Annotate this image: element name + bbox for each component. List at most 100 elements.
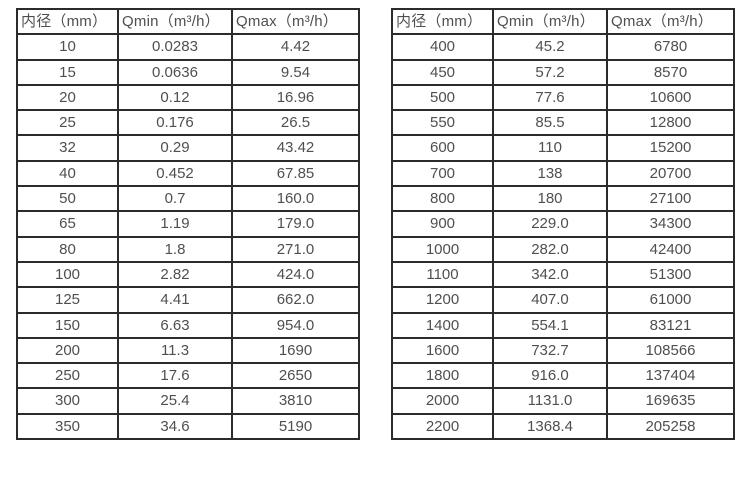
table-cell: 282.0 (492, 235, 608, 263)
table-cell: 500 (391, 83, 494, 112)
table-row: 900 229.0 34300 (391, 210, 735, 238)
table-cell: 27100 (606, 185, 735, 213)
table-row: 200 11.3 1690 (16, 336, 360, 365)
table-cell: 1368.4 (492, 412, 608, 441)
table-row: 32 0.29 43.42 (16, 134, 360, 162)
table-cell: 0.452 (117, 159, 233, 188)
header-row: 内径（mm） Qmin（m³/h） Qmax（m³/h） (16, 7, 360, 36)
table-row: 20 0.12 16.96 (16, 83, 360, 112)
table-cell: 2.82 (117, 260, 233, 289)
table-row: 250 17.6 2650 (16, 362, 360, 390)
table-cell: 137404 (606, 362, 735, 390)
table-row: 2000 1131.0 169635 (391, 387, 735, 415)
table-cell: 2000 (391, 387, 494, 415)
table-cell: 3810 (231, 387, 360, 415)
table-cell: 32 (16, 134, 119, 162)
table-cell: 916.0 (492, 362, 608, 390)
column-header: Qmin（m³/h） (117, 7, 233, 36)
table-cell: 2200 (391, 412, 494, 441)
table-cell: 300 (16, 387, 119, 415)
table-cell: 550 (391, 109, 494, 137)
table-row: 500 77.6 10600 (391, 83, 735, 112)
table-cell: 83121 (606, 311, 735, 339)
table-cell: 17.6 (117, 362, 233, 390)
table-cell: 1000 (391, 235, 494, 263)
table-row: 300 25.4 3810 (16, 387, 360, 415)
table-cell: 205258 (606, 412, 735, 441)
table-cell: 160.0 (231, 185, 360, 213)
flow-table-small-diameters: 内径（mm） Qmin（m³/h） Qmax（m³/h） 10 0.0283 4.42 15… (16, 7, 360, 441)
table-cell: 20 (16, 83, 119, 112)
table-cell: 67.85 (231, 159, 360, 188)
table-row: 150 6.63 954.0 (16, 311, 360, 339)
table-cell: 6.63 (117, 311, 233, 339)
table-cell: 662.0 (231, 286, 360, 314)
table-cell: 65 (16, 210, 119, 238)
table-cell: 200 (16, 336, 119, 365)
table-cell: 169635 (606, 387, 735, 415)
table-cell: 57.2 (492, 58, 608, 86)
table-cell: 424.0 (231, 260, 360, 289)
table-row: 550 85.5 12800 (391, 109, 735, 137)
table-row: 800 180 27100 (391, 185, 735, 213)
table-cell: 77.6 (492, 83, 608, 112)
table-cell: 0.12 (117, 83, 233, 112)
table-row: 100 2.82 424.0 (16, 260, 360, 289)
column-header: 内径（mm） (16, 7, 119, 36)
table-row: 65 1.19 179.0 (16, 210, 360, 238)
table-cell: 1800 (391, 362, 494, 390)
table-cell: 16.96 (231, 83, 360, 112)
table-cell: 1131.0 (492, 387, 608, 415)
table-cell: 179.0 (231, 210, 360, 238)
table-cell: 1.19 (117, 210, 233, 238)
table-cell: 450 (391, 58, 494, 86)
table-cell: 6780 (606, 33, 735, 61)
table-cell: 34300 (606, 210, 735, 238)
table-row: 350 34.6 5190 (16, 412, 360, 441)
table-cell: 108566 (606, 336, 735, 365)
table-cell: 4.41 (117, 286, 233, 314)
table-cell: 342.0 (492, 260, 608, 289)
table-cell: 954.0 (231, 311, 360, 339)
table-row: 450 57.2 8570 (391, 58, 735, 86)
header-row: 内径（mm） Qmin（m³/h） Qmax（m³/h） (391, 7, 735, 36)
table-cell: 8570 (606, 58, 735, 86)
table-cell: 138 (492, 159, 608, 188)
table-row: 1400 554.1 83121 (391, 311, 735, 339)
table-row: 700 138 20700 (391, 159, 735, 188)
table-cell: 400 (391, 33, 494, 61)
column-header: 内径（mm） (391, 7, 494, 36)
table-cell: 20700 (606, 159, 735, 188)
table-cell: 61000 (606, 286, 735, 314)
table-cell: 15200 (606, 134, 735, 162)
table-cell: 85.5 (492, 109, 608, 137)
table-cell: 1690 (231, 336, 360, 365)
table-cell: 554.1 (492, 311, 608, 339)
table-cell: 11.3 (117, 336, 233, 365)
table-cell: 1.8 (117, 235, 233, 263)
table-cell: 800 (391, 185, 494, 213)
table-row: 2200 1368.4 205258 (391, 412, 735, 441)
table-row: 25 0.176 26.5 (16, 109, 360, 137)
table-cell: 50 (16, 185, 119, 213)
table-cell: 125 (16, 286, 119, 314)
table-cell: 1200 (391, 286, 494, 314)
table-row: 10 0.0283 4.42 (16, 33, 360, 61)
table-cell: 271.0 (231, 235, 360, 263)
table-cell: 5190 (231, 412, 360, 441)
table-cell: 12800 (606, 109, 735, 137)
table-row: 1600 732.7 108566 (391, 336, 735, 365)
table-row: 80 1.8 271.0 (16, 235, 360, 263)
table-cell: 0.176 (117, 109, 233, 137)
table-cell: 9.54 (231, 58, 360, 86)
table-cell: 350 (16, 412, 119, 441)
table-cell: 229.0 (492, 210, 608, 238)
table-cell: 25 (16, 109, 119, 137)
table-cell: 15 (16, 58, 119, 86)
flow-spec-tables: 内径（mm） Qmin（m³/h） Qmax（m³/h） 10 0.0283 4.42 15… (16, 7, 735, 441)
table-cell: 1100 (391, 260, 494, 289)
table-cell: 1600 (391, 336, 494, 365)
table-cell: 45.2 (492, 33, 608, 61)
table-row: 15 0.0636 9.54 (16, 58, 360, 86)
